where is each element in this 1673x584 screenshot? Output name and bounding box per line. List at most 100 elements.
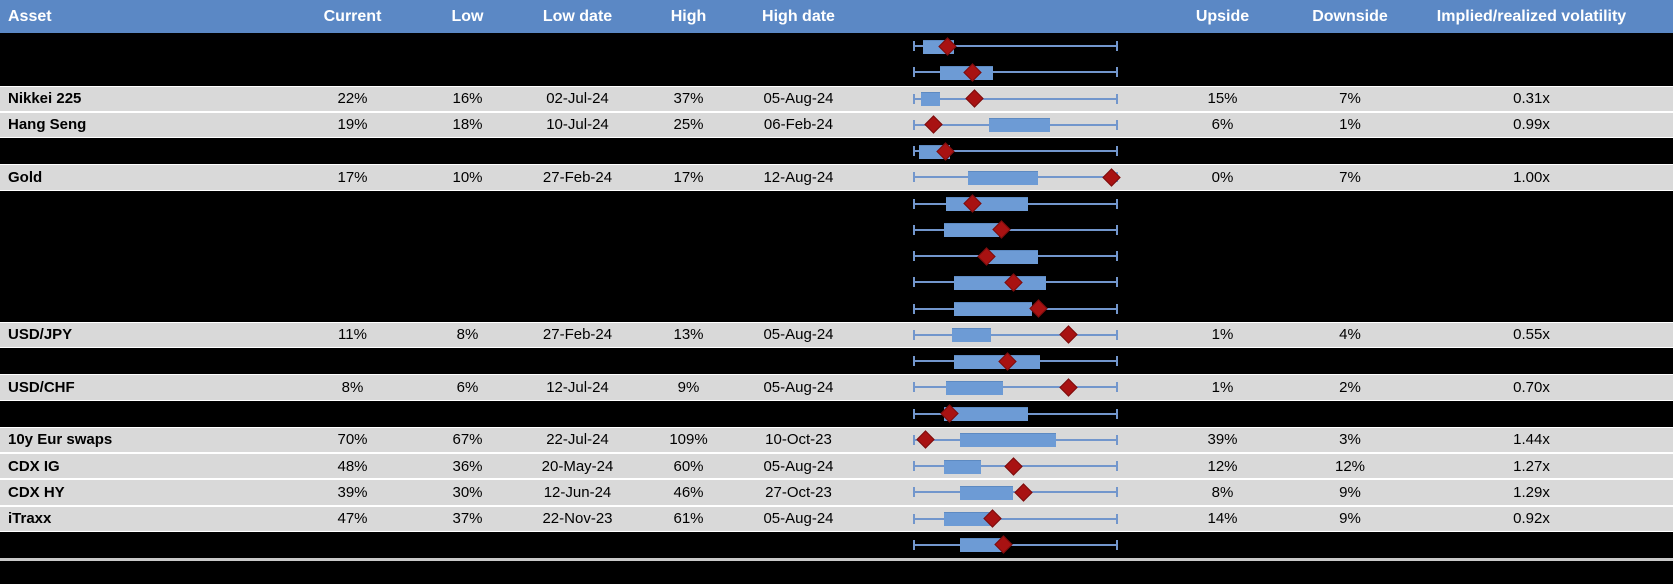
- upside-value[interactable]: 0%: [1211, 168, 1234, 186]
- low-value[interactable]: 8%: [456, 326, 479, 344]
- implied-realized-vol-value[interactable]: 1.44x: [1513, 431, 1550, 449]
- whisker-left-tick: [913, 303, 915, 314]
- low-date[interactable]: 10-Jul-24: [546, 116, 609, 134]
- high-date[interactable]: 27-Oct-23: [765, 483, 832, 501]
- high-date[interactable]: 12-Aug-24: [763, 168, 834, 186]
- implied-realized-vol-value[interactable]: 0.99x: [1513, 116, 1550, 134]
- downside-value[interactable]: 9%: [1339, 510, 1361, 528]
- implied-realized-vol-value[interactable]: 0.92x: [1513, 510, 1550, 528]
- low-date[interactable]: 22-Jul-24: [546, 431, 609, 449]
- asset-name[interactable]: Nikkei 225: [8, 90, 82, 108]
- high-value[interactable]: 37%: [673, 90, 704, 108]
- implied-realized-vol-value[interactable]: 1.27x: [1513, 457, 1550, 475]
- header-asset: Asset: [8, 7, 52, 25]
- downside-value[interactable]: 3%: [1339, 431, 1361, 449]
- range-boxplot-cell: [865, 428, 1135, 452]
- downside-value[interactable]: 7%: [1339, 90, 1361, 108]
- current-value[interactable]: 8%: [341, 378, 364, 396]
- high-date[interactable]: 05-Aug-24: [763, 90, 834, 108]
- high-value[interactable]: 61%: [673, 510, 704, 528]
- implied-realized-vol-value[interactable]: 0.70x: [1513, 378, 1550, 396]
- downside-value[interactable]: 9%: [1339, 483, 1361, 501]
- current-value[interactable]: 22%: [337, 90, 368, 108]
- low-value[interactable]: 37%: [452, 510, 483, 528]
- low-date[interactable]: 27-Feb-24: [542, 168, 613, 186]
- low-date[interactable]: 22-Nov-23: [542, 510, 613, 528]
- asset-name[interactable]: Hang Seng: [8, 116, 87, 134]
- high-value[interactable]: 109%: [669, 431, 708, 449]
- upside-value[interactable]: 12%: [1207, 457, 1238, 475]
- current-value[interactable]: 39%: [337, 483, 368, 501]
- iqr-box: [968, 170, 1039, 185]
- whisker-left-tick: [913, 434, 915, 445]
- low-date[interactable]: 02-Jul-24: [546, 90, 609, 108]
- upside-value[interactable]: 6%: [1211, 116, 1234, 134]
- whisker-right-tick: [1116, 198, 1118, 209]
- downside-value[interactable]: 2%: [1339, 378, 1361, 396]
- upside-value[interactable]: 8%: [1211, 483, 1234, 501]
- whisker-left-tick: [913, 356, 915, 367]
- low-date[interactable]: 20-May-24: [541, 457, 614, 475]
- asset-name[interactable]: USD/JPY: [8, 326, 73, 344]
- asset-name[interactable]: iTraxx: [8, 510, 52, 528]
- range-boxplot-cell: [865, 243, 1135, 269]
- upside-value[interactable]: 1%: [1211, 378, 1234, 396]
- current-value[interactable]: 48%: [337, 457, 368, 475]
- high-value[interactable]: 13%: [673, 326, 704, 344]
- current-value[interactable]: 47%: [337, 510, 368, 528]
- high-date[interactable]: 05-Aug-24: [763, 510, 834, 528]
- high-date[interactable]: 06-Feb-24: [763, 116, 834, 134]
- asset-name[interactable]: CDX IG: [8, 457, 60, 475]
- asset-name[interactable]: USD/CHF: [8, 378, 75, 396]
- whisker-line: [913, 97, 1118, 100]
- asset-name[interactable]: 10y Eur swaps: [8, 431, 113, 449]
- upside-value[interactable]: 1%: [1211, 326, 1234, 344]
- current-value[interactable]: 11%: [338, 326, 367, 344]
- downside-value[interactable]: 4%: [1339, 326, 1361, 344]
- range-boxplot: [913, 532, 1118, 558]
- table-row: [0, 295, 1673, 322]
- low-date[interactable]: 27-Feb-24: [542, 326, 613, 344]
- low-value[interactable]: 67%: [452, 431, 483, 449]
- whisker-left-tick: [913, 172, 915, 183]
- low-date[interactable]: 12-Jul-24: [546, 378, 609, 396]
- asset-name[interactable]: Gold: [8, 168, 43, 186]
- table-row: [0, 138, 1673, 165]
- low-value[interactable]: 6%: [456, 378, 479, 396]
- high-value[interactable]: 25%: [673, 116, 704, 134]
- high-date[interactable]: 05-Aug-24: [763, 457, 834, 475]
- implied-realized-vol-value[interactable]: 1.29x: [1513, 483, 1550, 501]
- downside-value[interactable]: 1%: [1339, 116, 1361, 134]
- low-value[interactable]: 30%: [452, 483, 483, 501]
- whisker-right-tick: [1116, 93, 1118, 104]
- high-value[interactable]: 46%: [673, 483, 704, 501]
- low-value[interactable]: 18%: [452, 116, 483, 134]
- range-boxplot-cell: [865, 59, 1135, 85]
- high-date[interactable]: 10-Oct-23: [765, 431, 832, 449]
- high-value[interactable]: 9%: [677, 378, 700, 396]
- upside-value[interactable]: 14%: [1207, 510, 1238, 528]
- low-value[interactable]: 36%: [452, 457, 483, 475]
- whisker-left-tick: [913, 198, 915, 209]
- upside-value[interactable]: 15%: [1207, 90, 1238, 108]
- downside-value[interactable]: 7%: [1339, 168, 1361, 186]
- high-date[interactable]: 05-Aug-24: [763, 378, 834, 396]
- implied-realized-vol-value[interactable]: 1.00x: [1513, 168, 1550, 186]
- low-value[interactable]: 16%: [452, 90, 483, 108]
- upside-value[interactable]: 39%: [1207, 431, 1238, 449]
- implied-realized-vol-value[interactable]: 0.31x: [1513, 90, 1550, 108]
- asset-name[interactable]: CDX HY: [8, 483, 65, 501]
- low-date[interactable]: 12-Jun-24: [543, 483, 612, 501]
- whisker-right-tick: [1116, 382, 1118, 393]
- current-value[interactable]: 17%: [337, 168, 368, 186]
- implied-realized-vol-value[interactable]: 0.55x: [1513, 326, 1550, 344]
- range-boxplot: [913, 507, 1118, 531]
- header-high: High: [670, 7, 707, 25]
- high-value[interactable]: 17%: [673, 168, 704, 186]
- low-value[interactable]: 10%: [452, 168, 483, 186]
- current-value[interactable]: 70%: [337, 431, 368, 449]
- high-date[interactable]: 05-Aug-24: [763, 326, 834, 344]
- current-value[interactable]: 19%: [337, 116, 368, 134]
- high-value[interactable]: 60%: [673, 457, 704, 475]
- downside-value[interactable]: 12%: [1334, 457, 1366, 475]
